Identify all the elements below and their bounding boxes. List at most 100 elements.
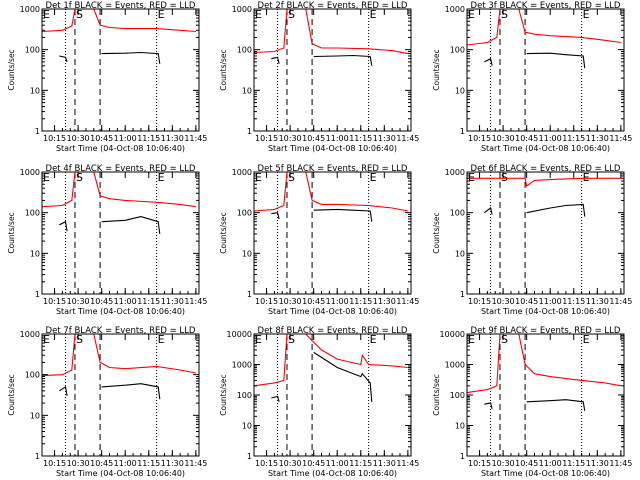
events-series-line xyxy=(271,351,373,402)
x-tick-label: 10:30 xyxy=(67,459,90,468)
events-series-line xyxy=(59,216,161,234)
y-tick-label: 100 xyxy=(237,46,252,55)
x-tick-label: 11:15 xyxy=(137,297,160,306)
events-series-line xyxy=(59,383,161,400)
marker-label: S xyxy=(76,8,83,21)
x-tick-label: 10:15 xyxy=(468,459,491,468)
marker-label: S xyxy=(288,333,295,346)
plot-frame xyxy=(41,333,200,457)
x-tick-label: 11:30 xyxy=(586,459,609,468)
chart-title: Det 6f BLACK = Events, RED = LLD xyxy=(471,164,621,174)
y-axis-label: Counts/sec xyxy=(7,212,16,253)
x-tick-label: 10:45 xyxy=(90,297,113,306)
x-tick-label: 11:30 xyxy=(586,134,609,143)
x-tick-label: 11:45 xyxy=(396,134,419,143)
marker-label: E xyxy=(158,171,165,184)
y-tick-label: 1 xyxy=(35,452,40,461)
x-tick-label: 10:30 xyxy=(492,297,515,306)
lld-series-line xyxy=(466,333,621,394)
x-tick-label: 10:30 xyxy=(279,134,302,143)
x-tick-label: 11:45 xyxy=(184,459,207,468)
y-tick-label: 1 xyxy=(247,127,252,136)
marker-label: E xyxy=(158,8,165,21)
x-tick-label: 11:00 xyxy=(114,134,137,143)
events-series-line xyxy=(484,399,586,411)
plot-frame xyxy=(253,8,412,132)
x-tick-label: 10:15 xyxy=(255,134,278,143)
y-tick-label: 10 xyxy=(455,422,465,431)
marker-label: E xyxy=(255,171,262,184)
y-tick-label: 1 xyxy=(35,127,40,136)
y-tick-label: 1000 xyxy=(445,5,465,14)
marker-label: S xyxy=(288,171,295,184)
plot-frame xyxy=(466,8,625,132)
x-tick-label: 11:45 xyxy=(184,297,207,306)
x-tick-label: 11:15 xyxy=(137,459,160,468)
chart-title: Det 2f BLACK = Events, RED = LLD xyxy=(258,1,408,11)
y-tick-label: 1000 xyxy=(232,361,252,370)
x-tick-label: 10:30 xyxy=(279,297,302,306)
y-tick-label: 10 xyxy=(30,249,40,258)
x-tick-label: 11:00 xyxy=(326,459,349,468)
x-tick-label: 11:00 xyxy=(539,134,562,143)
y-tick-label: 100 xyxy=(25,209,40,218)
marker-label: S xyxy=(76,171,83,184)
y-tick-label: 1000 xyxy=(232,168,252,177)
x-tick-label: 11:00 xyxy=(539,297,562,306)
y-tick-label: 10000 xyxy=(227,330,252,339)
y-tick-label: 10 xyxy=(455,249,465,258)
y-tick-label: 1000 xyxy=(20,168,40,177)
lld-series-line xyxy=(253,333,408,387)
y-axis-label: Counts/sec xyxy=(432,374,441,415)
x-tick-label: 10:45 xyxy=(90,134,113,143)
marker-label: E xyxy=(43,8,50,21)
y-tick-label: 10 xyxy=(242,249,252,258)
x-tick-label: 11:15 xyxy=(562,459,585,468)
y-tick-label: 10 xyxy=(455,86,465,95)
marker-label: E xyxy=(583,333,590,346)
lld-series-line xyxy=(41,171,196,208)
y-tick-label: 1 xyxy=(460,452,465,461)
y-tick-label: 100 xyxy=(450,209,465,218)
chart-title: Det 3f BLACK = Events, RED = LLD xyxy=(471,1,621,11)
y-tick-label: 1 xyxy=(247,452,252,461)
chart-title: Det 4f BLACK = Events, RED = LLD xyxy=(46,164,196,174)
x-axis-label: Start Time (04-Oct-08 10:06:40) xyxy=(268,144,397,153)
x-tick-label: 11:45 xyxy=(396,297,419,306)
y-tick-label: 10 xyxy=(30,411,40,420)
y-tick-label: 1000 xyxy=(20,5,40,14)
marker-label: E xyxy=(468,8,475,21)
y-tick-label: 10000 xyxy=(440,330,465,339)
x-tick-label: 11:15 xyxy=(349,134,372,143)
x-tick-label: 11:45 xyxy=(609,297,632,306)
chart-title: Det 1f BLACK = Events, RED = LLD xyxy=(46,1,196,11)
y-tick-label: 1 xyxy=(460,290,465,299)
marker-label: E xyxy=(583,171,590,184)
marker-label: E xyxy=(583,8,590,21)
x-tick-label: 10:45 xyxy=(515,297,538,306)
x-tick-label: 11:15 xyxy=(349,459,372,468)
events-series-line xyxy=(483,203,586,217)
x-tick-label: 10:15 xyxy=(43,297,66,306)
lld-series-line xyxy=(467,177,621,188)
x-axis-label: Start Time (04-Oct-08 10:06:40) xyxy=(481,144,610,153)
x-tick-label: 10:45 xyxy=(302,459,325,468)
x-tick-label: 10:45 xyxy=(515,134,538,143)
x-axis-label: Start Time (04-Oct-08 10:06:40) xyxy=(56,144,185,153)
x-tick-label: 11:00 xyxy=(114,459,137,468)
x-axis-label: Start Time (04-Oct-08 10:06:40) xyxy=(268,469,397,478)
y-tick-label: 10 xyxy=(242,422,252,431)
x-tick-label: 11:00 xyxy=(326,134,349,143)
y-tick-label: 100 xyxy=(237,209,252,218)
x-tick-label: 11:45 xyxy=(609,459,632,468)
marker-label: E xyxy=(468,171,475,184)
marker-label: S xyxy=(501,171,508,184)
x-tick-label: 11:30 xyxy=(373,134,396,143)
events-series-line xyxy=(59,51,161,64)
